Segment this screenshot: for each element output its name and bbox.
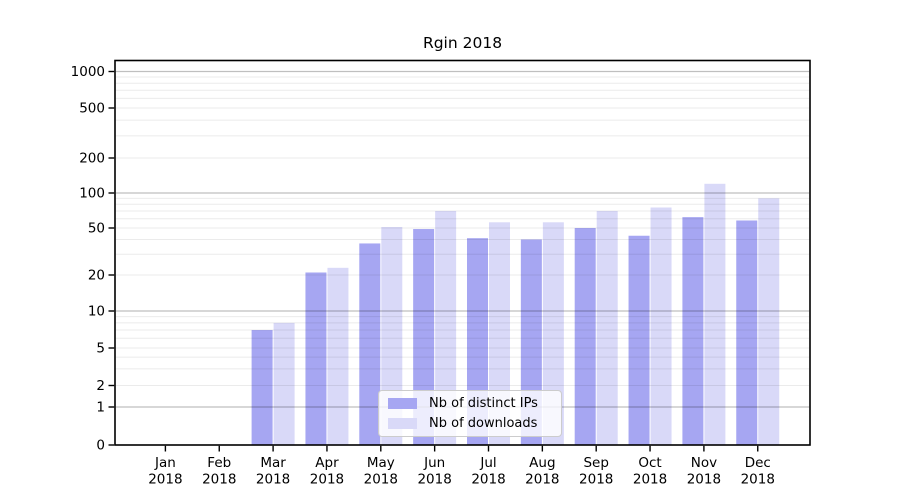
x-tick-label-year: 2018 (633, 472, 667, 488)
bar-downloads-apr (327, 267, 349, 445)
x-tick-label-year: 2018 (417, 472, 451, 488)
x-tick-label-year: 2018 (202, 472, 236, 488)
bar-downloads-nov (704, 183, 726, 445)
legend: Nb of distinct IPs Nb of downloads (378, 390, 562, 437)
x-tick-label-month: Oct (638, 455, 661, 471)
bar-downloads-jun (435, 211, 457, 445)
y-tick-label: 50 (88, 221, 105, 237)
x-tick-label-year: 2018 (310, 472, 344, 488)
legend-item-downloads: Nb of downloads (388, 417, 561, 430)
x-tick-label-year: 2018 (148, 472, 182, 488)
x-tick-label-year: 2018 (741, 472, 775, 488)
y-tick-label: 100 (79, 186, 105, 202)
chart-title: Rgin 2018 (422, 34, 503, 52)
x-tick-label-month: Dec (745, 455, 771, 471)
y-tick-label: 2 (96, 378, 105, 394)
bar-downloads-dec (758, 198, 780, 445)
y-tick-label: 5 (96, 341, 105, 357)
x-tick-label-month: Apr (315, 455, 339, 471)
bar-downloads-jul (489, 222, 510, 445)
x-tick-label-year: 2018 (525, 472, 559, 488)
x-tick-label-month: Jan (154, 455, 176, 471)
legend-label-downloads: Nb of downloads (429, 415, 538, 431)
y-tick-label: 1 (96, 400, 105, 416)
x-tick-label-month: Mar (260, 455, 286, 471)
bar-distinct-ips-oct (628, 235, 650, 445)
x-tick-label-month: Sep (583, 455, 608, 471)
bar-distinct-ips-may (359, 243, 381, 445)
bar-downloads-oct (650, 207, 672, 445)
x-tick-label-month: Jul (479, 455, 496, 471)
bar-distinct-ips-mar (251, 330, 273, 445)
bar-distinct-ips-sep (574, 228, 596, 445)
x-tick-label-month: Nov (691, 455, 717, 471)
y-tick-label: 20 (88, 268, 105, 284)
y-tick-label: 10 (88, 304, 105, 320)
x-tick-label-year: 2018 (471, 472, 505, 488)
x-tick-label-year: 2018 (364, 472, 398, 488)
y-tick-label: 200 (79, 151, 105, 167)
bar-downloads-aug (542, 222, 564, 445)
bar-distinct-ips-apr (305, 272, 327, 445)
legend-swatch-downloads (388, 417, 417, 429)
x-tick-label-year: 2018 (579, 472, 613, 488)
x-tick-label-month: Jun (423, 455, 445, 471)
x-tick-label-year: 2018 (256, 472, 290, 488)
y-tick-label: 1000 (71, 64, 105, 80)
x-tick-label-month: Aug (529, 455, 555, 471)
bar-downloads-mar (273, 322, 295, 445)
x-tick-label-month: May (367, 455, 395, 471)
legend-swatch-distinct-ips (388, 398, 417, 410)
bar-distinct-ips-nov (682, 217, 704, 445)
legend-item-distinct-ips: Nb of distinct IPs (388, 397, 561, 410)
bar-downloads-sep (596, 211, 618, 445)
legend-label-distinct-ips: Nb of distinct IPs (429, 396, 538, 412)
y-tick-label: 0 (96, 438, 105, 454)
y-tick-label: 500 (79, 101, 105, 117)
plot-frame (114, 59, 811, 446)
bar-distinct-ips-dec (736, 220, 758, 445)
x-tick-label-month: Feb (207, 455, 231, 471)
x-tick-label-year: 2018 (687, 472, 721, 488)
